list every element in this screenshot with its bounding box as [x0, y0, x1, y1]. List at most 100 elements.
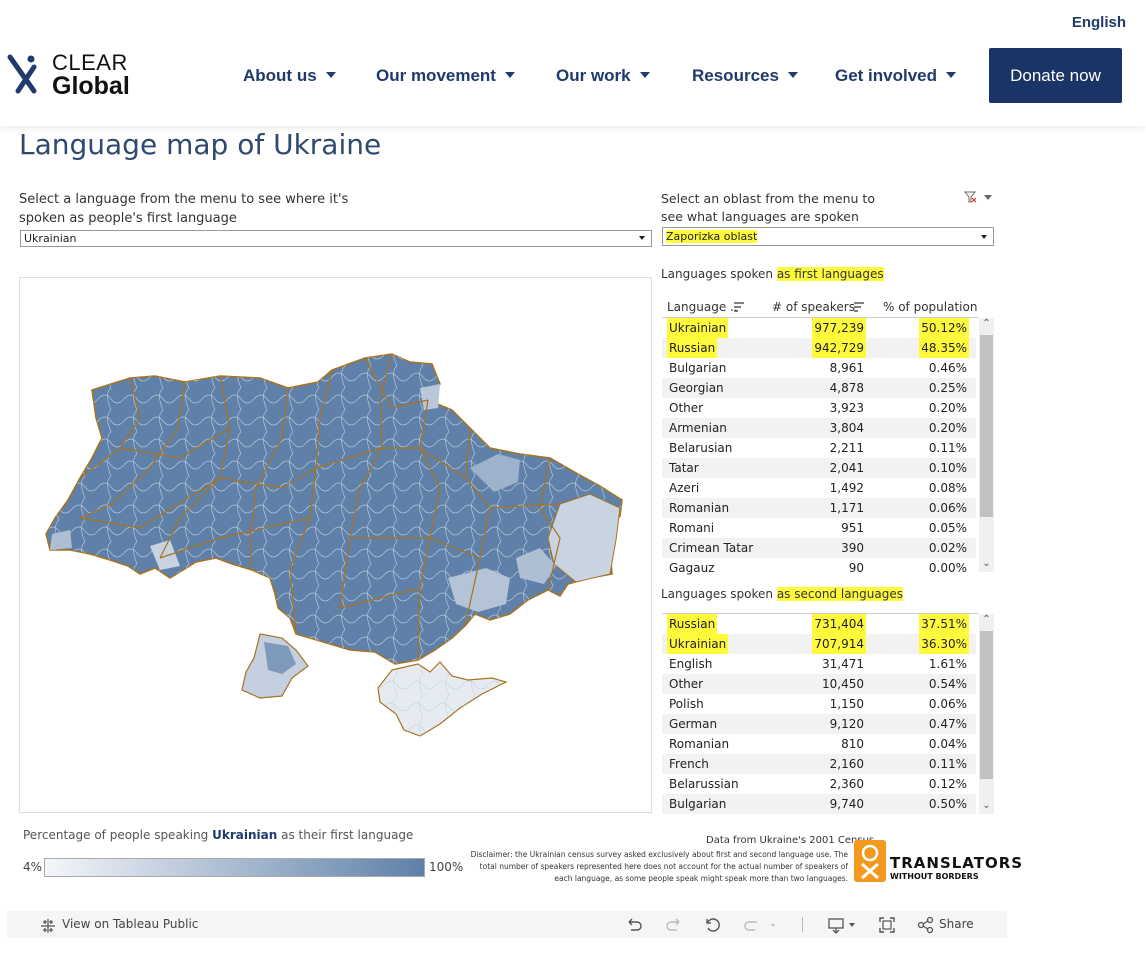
nav-resources[interactable]: Resources — [692, 66, 798, 86]
view-on-tableau-link[interactable]: View on Tableau Public — [62, 917, 199, 931]
cell-language: Other — [669, 677, 704, 691]
table-row[interactable]: Russian 942,729 48.35% — [662, 338, 976, 358]
share-button[interactable]: Share — [939, 917, 974, 931]
prompt-line: spoken as people's first language — [19, 211, 237, 226]
disclaimer-line: Disclaimer: the Ukrainian census survey … — [470, 850, 848, 859]
cell-language: English — [669, 657, 713, 671]
nav-get-involved[interactable]: Get involved — [835, 66, 957, 86]
table-row[interactable]: Armenian 3,804 0.20% — [662, 418, 976, 438]
cell-percent: 0.11% — [928, 757, 967, 771]
table-row[interactable]: Belarusian 2,211 0.11% — [662, 438, 976, 458]
table-row[interactable]: Polish 1,150 0.06% — [662, 694, 976, 714]
sort-icon[interactable] — [853, 302, 865, 312]
table-row[interactable]: French 2,160 0.11% — [662, 754, 976, 774]
table-row[interactable]: Russian 731,404 37.51% — [662, 614, 976, 634]
header-speakers[interactable]: # of speakers — [772, 300, 855, 314]
title-prefix: Languages spoken — [661, 587, 777, 601]
cell-language: Bulgarian — [669, 361, 727, 375]
scroll-thumb[interactable] — [980, 631, 993, 779]
table-row[interactable]: Ukrainian 707,914 36.30% — [662, 634, 976, 654]
refresh-icon[interactable] — [743, 916, 777, 934]
cell-percent: 0.05% — [928, 521, 967, 535]
download-icon[interactable] — [827, 916, 859, 934]
legend-max: 100% — [429, 860, 464, 874]
title-highlight: as first languages — [776, 267, 884, 281]
share-icon[interactable] — [917, 916, 935, 934]
cell-speakers: 977,239 — [812, 318, 866, 338]
tableau-icon — [41, 919, 55, 933]
sort-icon[interactable] — [733, 302, 745, 312]
table-row[interactable]: Bulgarian 8,961 0.46% — [662, 358, 976, 378]
cell-speakers: 951 — [841, 521, 864, 535]
table-row[interactable]: Other 3,923 0.20% — [662, 398, 976, 418]
undo-icon[interactable] — [625, 916, 643, 934]
table-row[interactable]: Gagauz 90 0.00% — [662, 558, 976, 578]
scroll-up-icon[interactable]: ⌃ — [982, 614, 991, 625]
twb-line1: TRANSLATORS — [890, 854, 1024, 872]
language-select[interactable]: Ukrainian — [20, 230, 652, 247]
cell-speakers: 3,923 — [829, 401, 864, 415]
table-row[interactable]: Azeri 1,492 0.08% — [662, 478, 976, 498]
prompt-line: see what languages are spoken — [661, 209, 859, 224]
language-select-value: Ukrainian — [24, 232, 77, 245]
cell-speakers: 1,150 — [829, 697, 864, 711]
cell-percent: 0.04% — [928, 737, 967, 751]
cell-percent: 50.12% — [919, 318, 969, 338]
cell-speakers: 4,878 — [829, 381, 864, 395]
cell-language: Romanian — [669, 501, 730, 515]
cell-percent: 0.11% — [928, 441, 967, 455]
table-row[interactable]: Tatar 2,041 0.10% — [662, 458, 976, 478]
clear-filter-icon[interactable] — [964, 191, 994, 203]
redo-icon[interactable] — [665, 916, 683, 934]
language-prompt: Select a language from the menu to see w… — [19, 190, 348, 228]
scrollbar[interactable]: ⌃ ⌄ — [979, 614, 994, 814]
cell-language: Ukrainian — [667, 634, 729, 654]
scroll-up-icon[interactable]: ⌃ — [982, 318, 991, 329]
cell-language: Russian — [667, 614, 718, 634]
table-row[interactable]: Romanian 1,171 0.06% — [662, 498, 976, 518]
cell-language: Bulgarian — [669, 797, 727, 811]
table-row[interactable]: Belarussian 2,360 0.12% — [662, 774, 976, 794]
donate-button[interactable]: Donate now — [989, 48, 1122, 103]
language-switcher[interactable]: English — [1071, 14, 1126, 31]
cell-percent: 1.61% — [928, 657, 967, 671]
disclaimer-line: total number of speakers represented her… — [479, 862, 848, 871]
revert-icon[interactable] — [704, 916, 722, 934]
translators-without-borders-logo[interactable]: TRANSLATORS WITHOUT BORDERS — [854, 840, 1022, 884]
scroll-down-icon[interactable]: ⌄ — [982, 800, 991, 811]
oblast-select[interactable]: Zaporizka oblast — [662, 227, 994, 246]
header-language[interactable]: Language .. — [667, 300, 738, 314]
table-row[interactable]: Ukrainian 977,239 50.12% — [662, 318, 976, 338]
chevron-down-icon — [946, 72, 957, 78]
nav-label: About us — [243, 66, 317, 85]
nav-label: Get involved — [835, 66, 938, 85]
second-language-table: Russian 731,404 37.51% Ukrainian 707,914 36.3… — [662, 613, 994, 815]
dropdown-arrow-icon — [981, 235, 987, 239]
table-row[interactable]: German 9,120 0.47% — [662, 714, 976, 734]
nav-our-movement[interactable]: Our movement — [376, 66, 515, 86]
table-row[interactable]: Other 10,450 0.54% — [662, 674, 976, 694]
table-row[interactable]: Bulgarian 9,740 0.50% — [662, 794, 976, 814]
scroll-down-icon[interactable]: ⌄ — [982, 558, 991, 569]
title-highlight: as second languages — [776, 587, 903, 601]
fullscreen-icon[interactable] — [878, 916, 896, 934]
table-row[interactable]: Romani 951 0.05% — [662, 518, 976, 538]
cell-language: Russian — [667, 338, 718, 358]
clear-global-logo[interactable]: CLEAR Global — [6, 50, 146, 100]
nav-label: Resources — [692, 66, 779, 85]
ukraine-map[interactable] — [19, 277, 652, 813]
nav-about-us[interactable]: About us — [243, 66, 336, 86]
title-prefix: Languages spoken — [661, 267, 777, 281]
header-percent[interactable]: % of population — [883, 300, 978, 314]
nav-our-work[interactable]: Our work — [556, 66, 650, 86]
table-row[interactable]: Crimean Tatar 390 0.02% — [662, 538, 976, 558]
legend-min: 4% — [23, 860, 43, 874]
site-header: English CLEAR Global About us Our moveme… — [0, 0, 1146, 126]
table-row[interactable]: Romanian 810 0.04% — [662, 734, 976, 754]
table-row[interactable]: Georgian 4,878 0.25% — [662, 378, 976, 398]
cell-percent: 36.30% — [919, 634, 969, 654]
table-header: Language .. # of speakers % of populatio… — [662, 297, 978, 318]
scroll-thumb[interactable] — [980, 335, 993, 517]
scrollbar[interactable]: ⌃ ⌄ — [979, 318, 994, 572]
table-row[interactable]: English 31,471 1.61% — [662, 654, 976, 674]
